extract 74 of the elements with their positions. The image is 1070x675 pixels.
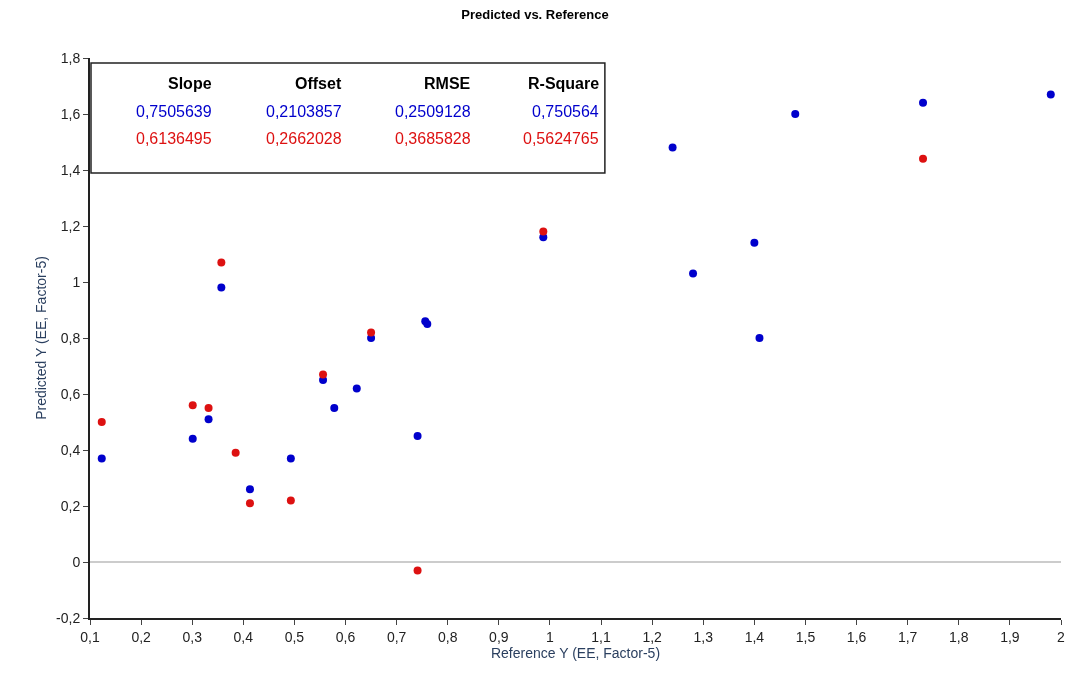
point xyxy=(188,401,197,410)
x-tick-label: 1,7 xyxy=(897,628,918,645)
point xyxy=(245,485,254,494)
point xyxy=(319,370,328,379)
x-tick-label: 0,3 xyxy=(182,628,203,645)
point xyxy=(217,258,226,267)
point xyxy=(97,418,106,426)
point xyxy=(413,432,422,440)
x-tick-label: 0,1 xyxy=(80,628,100,645)
x-tick-label: 1,5 xyxy=(795,628,816,645)
point xyxy=(330,404,339,412)
point xyxy=(791,110,800,118)
y-axis-title: Predicted Y (EE, Factor-5) xyxy=(33,256,50,420)
point xyxy=(1046,90,1055,99)
annotation: R-Square xyxy=(528,75,600,92)
x-tick-label: 1,4 xyxy=(744,628,765,645)
x-tick-label: 1,9 xyxy=(1000,628,1020,645)
y-tick-label: 1,6 xyxy=(60,105,81,122)
x-tick-label: 0,5 xyxy=(284,628,305,645)
point xyxy=(231,448,240,457)
point xyxy=(97,454,106,463)
x-tick-label: 0,9 xyxy=(489,628,509,645)
annotation: 0,2509128 xyxy=(395,103,471,120)
point xyxy=(919,154,928,163)
point xyxy=(217,283,226,292)
annotation: 0,750564 xyxy=(532,103,599,120)
y-tick-label: 1,4 xyxy=(60,161,81,178)
y-tick-label: 0,8 xyxy=(60,329,81,346)
chart-title: Predicted vs. Reference xyxy=(461,7,609,23)
x-axis-title: Reference Y (EE, Factor-5) xyxy=(490,644,661,661)
point xyxy=(689,269,698,278)
annotation: 0,2103857 xyxy=(266,103,342,120)
x-tick-label: 1,6 xyxy=(846,628,867,645)
annotation: RMSE xyxy=(424,75,471,92)
point xyxy=(413,566,422,575)
x-tick-label: 1,2 xyxy=(642,628,663,645)
point xyxy=(245,499,254,508)
point xyxy=(750,238,759,247)
annotation: Slope xyxy=(168,75,212,92)
x-tick-label: 0,8 xyxy=(438,628,458,645)
x-tick-label: 0,4 xyxy=(233,628,254,645)
point xyxy=(352,384,361,393)
point xyxy=(755,334,764,342)
y-tick-label: 1,2 xyxy=(60,217,81,234)
annotation: 0,2662028 xyxy=(266,130,342,147)
y-tick-label: 0,2 xyxy=(60,497,81,514)
y-tick-label: 0,4 xyxy=(60,441,81,458)
annotation: 0,7505639 xyxy=(136,103,212,120)
x-tick-label: 0,7 xyxy=(386,628,407,645)
x-tick-label: 1,1 xyxy=(591,628,611,645)
point xyxy=(286,454,295,463)
annotation: 0,6136495 xyxy=(136,130,212,147)
annotation: 0,3685828 xyxy=(395,130,471,147)
point xyxy=(286,496,295,505)
y-tick-label: 0,6 xyxy=(60,385,81,402)
point xyxy=(668,143,677,152)
point xyxy=(919,98,928,107)
x-tick-label: 2 xyxy=(1057,628,1066,645)
point xyxy=(204,404,213,412)
y-tick-label: 0 xyxy=(72,553,81,570)
y-tick-label: 1 xyxy=(72,273,81,290)
point xyxy=(367,328,376,337)
x-tick-label: 0,2 xyxy=(131,628,152,645)
point xyxy=(204,415,213,424)
annotation: 0,5624765 xyxy=(523,130,599,147)
annotation: Offset xyxy=(295,75,342,92)
x-tick-label: 0,6 xyxy=(335,628,356,645)
x-tick-label: 1,8 xyxy=(949,628,969,645)
point xyxy=(539,227,548,236)
y-tick-label: 1,8 xyxy=(60,49,81,66)
x-tick-label: 1,3 xyxy=(693,628,714,645)
point xyxy=(188,434,197,443)
y-tick-label: -0,2 xyxy=(56,609,81,626)
x-tick-label: 1 xyxy=(546,628,555,645)
